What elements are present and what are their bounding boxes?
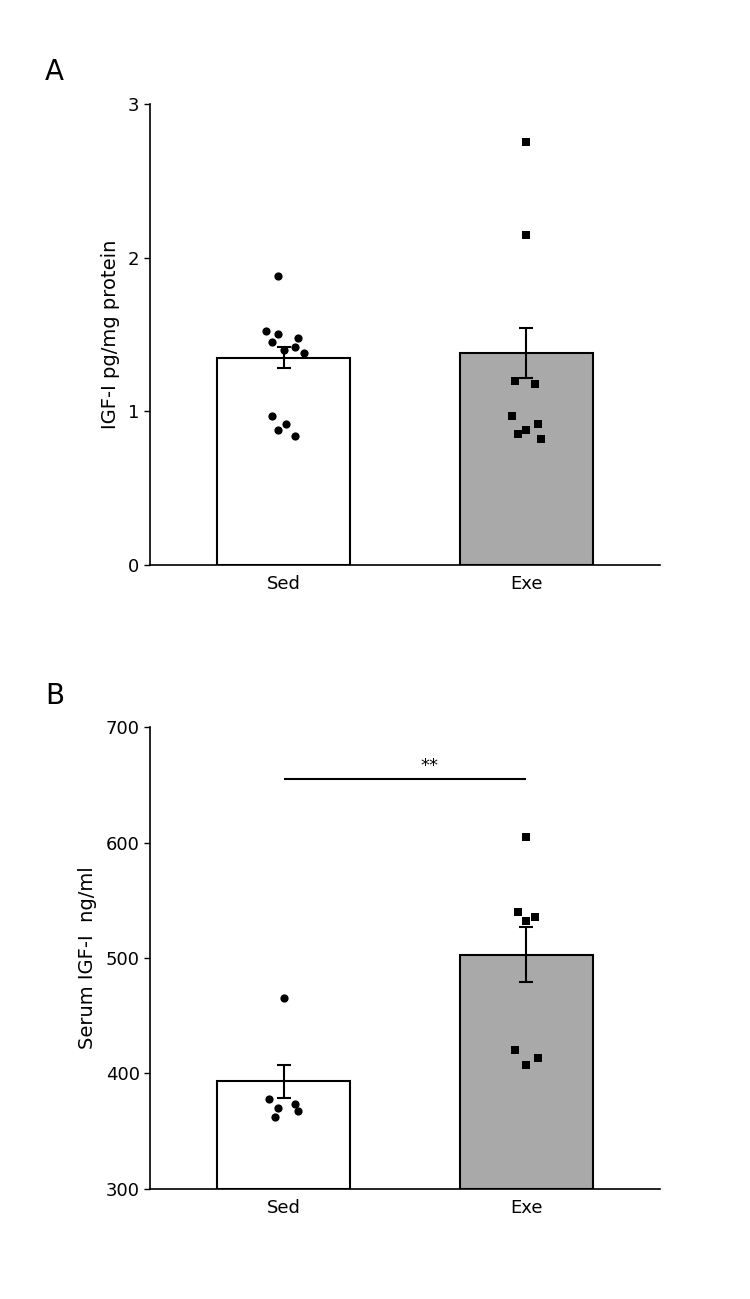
Point [272, 420, 284, 440]
Point [532, 413, 544, 434]
Point [268, 1107, 280, 1128]
Point [530, 373, 542, 394]
Point [290, 336, 302, 357]
Bar [460, 353, 593, 565]
Point [520, 1055, 532, 1076]
Point [512, 423, 524, 444]
Bar [217, 357, 350, 565]
Point [280, 413, 292, 434]
Y-axis label: IGF-I pg/mg protein: IGF-I pg/mg protein [100, 240, 120, 429]
Point [266, 331, 278, 352]
Point [298, 343, 310, 364]
Point [532, 1048, 544, 1069]
Text: **: ** [420, 757, 438, 774]
Point [520, 911, 532, 931]
Point [278, 989, 290, 1009]
Text: B: B [45, 682, 64, 711]
Bar [460, 955, 593, 1189]
Point [292, 1102, 304, 1122]
Point [520, 420, 532, 440]
Point [290, 1094, 302, 1115]
Point [272, 325, 284, 346]
Point [266, 405, 278, 426]
Point [520, 225, 532, 246]
Y-axis label: Serum IGF-I  ng/ml: Serum IGF-I ng/ml [78, 866, 98, 1050]
Point [292, 327, 304, 348]
Bar [217, 1081, 350, 1189]
Point [512, 902, 524, 922]
Point [278, 339, 290, 360]
Point [506, 405, 518, 426]
Text: A: A [45, 58, 64, 87]
Point [272, 266, 284, 287]
Point [530, 907, 542, 927]
Point [535, 429, 547, 449]
Point [520, 826, 532, 847]
Point [263, 1089, 275, 1109]
Point [509, 1039, 520, 1060]
Point [290, 426, 302, 447]
Point [272, 1098, 284, 1118]
Point [520, 132, 532, 153]
Point [260, 321, 272, 342]
Point [509, 370, 520, 391]
